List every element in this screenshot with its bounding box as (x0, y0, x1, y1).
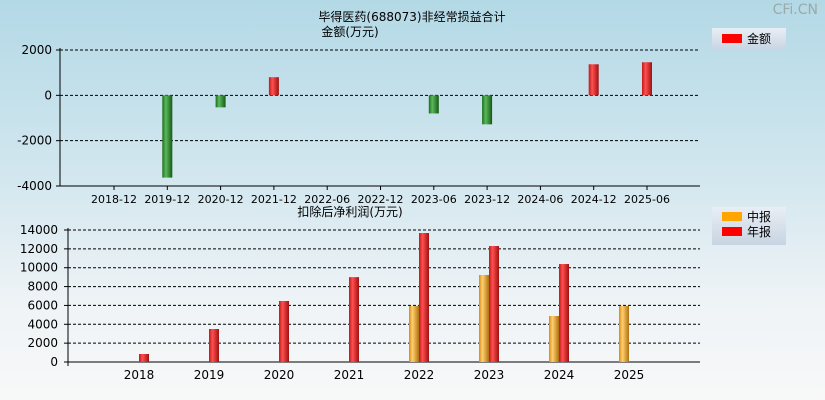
x-tick-label: 2018-12 (91, 193, 137, 206)
legend-box (712, 28, 786, 50)
bar-2024-12 (588, 64, 599, 96)
x-tick-label: 2025 (614, 368, 645, 382)
bar-2023-12 (482, 95, 493, 125)
x-tick-label: 2022-06 (304, 193, 350, 206)
bar-interim-2025 (619, 305, 629, 362)
y-tick-label: 0 (50, 355, 58, 369)
bar-2019-12 (162, 95, 173, 178)
chart1-ylabel: 金额(万元) (321, 24, 378, 39)
y-tick-label: 10000 (20, 261, 58, 275)
chart1-title: 毕得医药(688073)非经常损益合计 (318, 9, 505, 24)
x-tick-label: 2021-12 (251, 193, 297, 206)
y-tick-label: 2000 (21, 43, 52, 57)
y-tick-label: 0 (44, 88, 52, 102)
legend-label-amount: 金额 (747, 31, 771, 46)
y-tick-label: 6000 (27, 298, 58, 312)
x-tick-label: 2025-06 (624, 193, 670, 206)
y-tick-label: 12000 (20, 242, 58, 256)
legend: 金额 (712, 28, 786, 50)
bar-2020-12 (215, 95, 226, 108)
chart2-title: 扣除后净利润(万元) (297, 204, 402, 219)
y-tick-label: 4000 (27, 317, 58, 331)
x-tick-label: 2024-06 (517, 193, 563, 206)
legend-label-annual: 年报 (747, 224, 771, 239)
bar-annual-2023 (489, 246, 499, 362)
bar-2021-12 (268, 77, 279, 96)
bar-annual-2022 (419, 233, 429, 362)
y-tick-label: 8000 (27, 280, 58, 294)
bar-interim-2024 (549, 315, 559, 362)
legend-swatch-amount (722, 34, 742, 43)
x-tick-label: 2020-12 (198, 193, 244, 206)
bar-annual-2021 (349, 277, 359, 362)
bar-annual-2020 (279, 300, 289, 362)
bar-annual-2024 (559, 264, 569, 362)
y-tick-label: -2000 (17, 134, 52, 148)
y-tick-label: -4000 (17, 179, 52, 193)
bar-interim-2022 (409, 305, 419, 362)
bar-annual-2019 (209, 329, 219, 362)
x-tick-label: 2023-12 (464, 193, 510, 206)
y-tick-label: 14000 (20, 223, 58, 237)
x-tick-label: 2022 (404, 368, 435, 382)
legend-swatch-annual (722, 227, 742, 236)
x-tick-label: 2019 (194, 368, 225, 382)
x-tick-label: 2019-12 (144, 193, 190, 206)
x-tick-label: 2024 (544, 368, 575, 382)
x-tick-label: 2023-06 (411, 193, 457, 206)
bar-interim-2023 (479, 274, 489, 362)
bar-2023-06 (428, 95, 439, 114)
x-tick-label: 2024-12 (571, 193, 617, 206)
x-tick-label: 2020 (264, 368, 295, 382)
bar-annual-2018 (139, 353, 149, 362)
watermark: CFi.CN (773, 2, 818, 18)
y-tick-label: 2000 (27, 336, 58, 350)
x-tick-label: 2022-12 (358, 193, 404, 206)
x-tick-label: 2018 (124, 368, 155, 382)
legend-label-interim: 中报 (747, 209, 771, 224)
bar-2025-06 (642, 62, 652, 96)
x-tick-label: 2021 (334, 368, 365, 382)
x-tick-label: 2023 (474, 368, 505, 382)
legend-swatch-interim (722, 212, 742, 221)
